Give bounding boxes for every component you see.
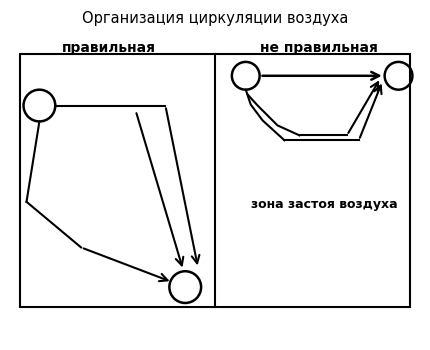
Bar	[19, 54, 411, 307]
Text: не правильная: не правильная	[260, 41, 378, 55]
Text: Организация циркуляции воздуха: Организация циркуляции воздуха	[82, 11, 348, 26]
Text: зона застоя воздуха: зона застоя воздуха	[251, 198, 397, 211]
Text: правильная: правильная	[62, 41, 156, 55]
